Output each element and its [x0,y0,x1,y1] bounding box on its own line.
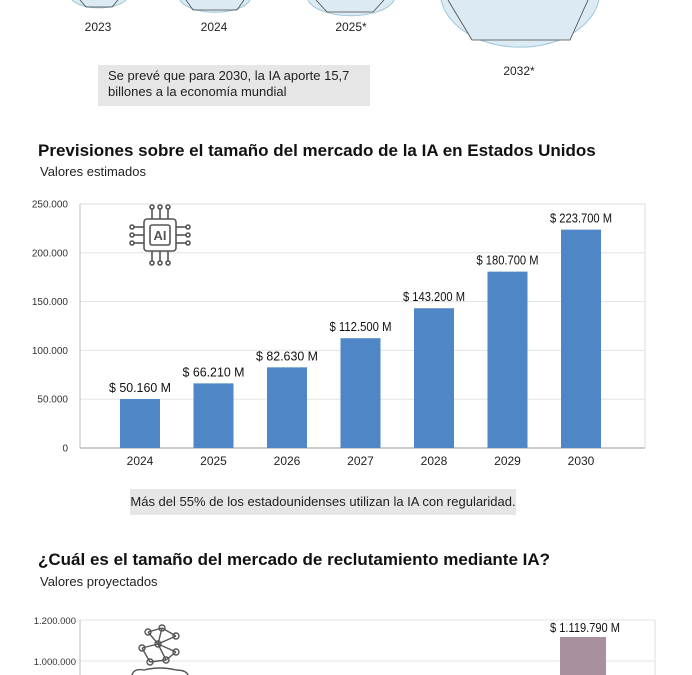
bar-value-labels: $ 50.160 M $ 66.210 M $ 82.630 M $ 112.500 … [109,211,612,395]
bar-value-label: $ 143.200 M [403,289,465,304]
x-tick-label: 2025 [200,454,227,468]
bar-value-label: $ 50.160 M [109,380,171,395]
bars [120,229,601,448]
circle-2024 [179,0,251,13]
ai-chip-icon: AI [129,204,191,266]
bar-value-label: $ 180.700 M [477,253,539,268]
y-tick-label: 0 [62,444,68,455]
recruitment-title: ¿Cuál es el tamaño del mercado de reclut… [38,550,551,569]
us-market-subtitle: Valores estimados [40,164,146,179]
x-tick-label: 2027 [347,454,374,468]
bar [267,367,307,448]
economy-note: Se prevé que para 2030, la IA aporte 15,… [98,65,370,106]
y-tick-label: 50.000 [37,395,68,406]
rec-ytick-label: 1.000.000 [34,657,76,668]
bar [340,338,381,448]
x-tick-label: 2028 [421,454,448,468]
bar [193,383,234,448]
x-axis-ticks: 2024 2025 2026 2027 2028 2029 2030 [127,454,595,468]
circle-2032 [440,0,600,48]
x-tick-label: 2029 [494,454,521,468]
year-label-2025: 2025* [335,20,367,34]
x-tick-label: 2024 [127,454,154,468]
year-label-2032: 2032* [503,64,535,78]
y-tick-label: 200.000 [32,248,69,259]
us-market-title: Previsiones sobre el tamaño del mercado … [38,141,596,160]
y-tick-label: 100.000 [32,346,69,357]
circle-2023 [71,0,127,9]
circle-2025 [307,0,395,17]
y-tick-label: 150.000 [32,297,69,308]
usage-note: Más del 55% de los estadounidenses utili… [130,489,516,515]
year-label-2023: 2023 [85,20,112,34]
neural-network-icon [131,624,189,675]
bar [414,308,454,448]
x-tick-label: 2030 [568,454,595,468]
svg-text:AI: AI [154,228,167,243]
bar-value-label: $ 112.500 M [330,319,392,334]
bar [487,271,528,448]
recruitment-bar-chart: 1.200.000 1.000.000 $ 1.119.790 M [34,616,656,675]
us-market-bar-chart: 0 50.000 100.000 150.000 200.000 250.000 $ 50… [32,200,646,468]
y-tick-label: 250.000 [32,200,69,211]
bar-value-label: $ 223.700 M [550,211,612,226]
x-tick-label: 2026 [274,454,301,468]
recruitment-subtitle: Valores proyectados [40,574,158,589]
market-growth-graphic: 2023 2024 2025* 2032* [71,0,600,78]
bar-value-label: $ 82.630 M [256,348,318,363]
year-label-2024: 2024 [201,20,228,34]
rec-bar-value-label: $ 1.119.790 M [550,620,620,635]
rec-bar [560,637,606,675]
bar [561,229,601,448]
bar-value-label: $ 66.210 M [183,364,245,379]
rec-ytick-label: 1.200.000 [34,616,76,627]
bar [120,399,160,448]
y-axis-ticks: 0 50.000 100.000 150.000 200.000 250.000 [32,200,69,455]
